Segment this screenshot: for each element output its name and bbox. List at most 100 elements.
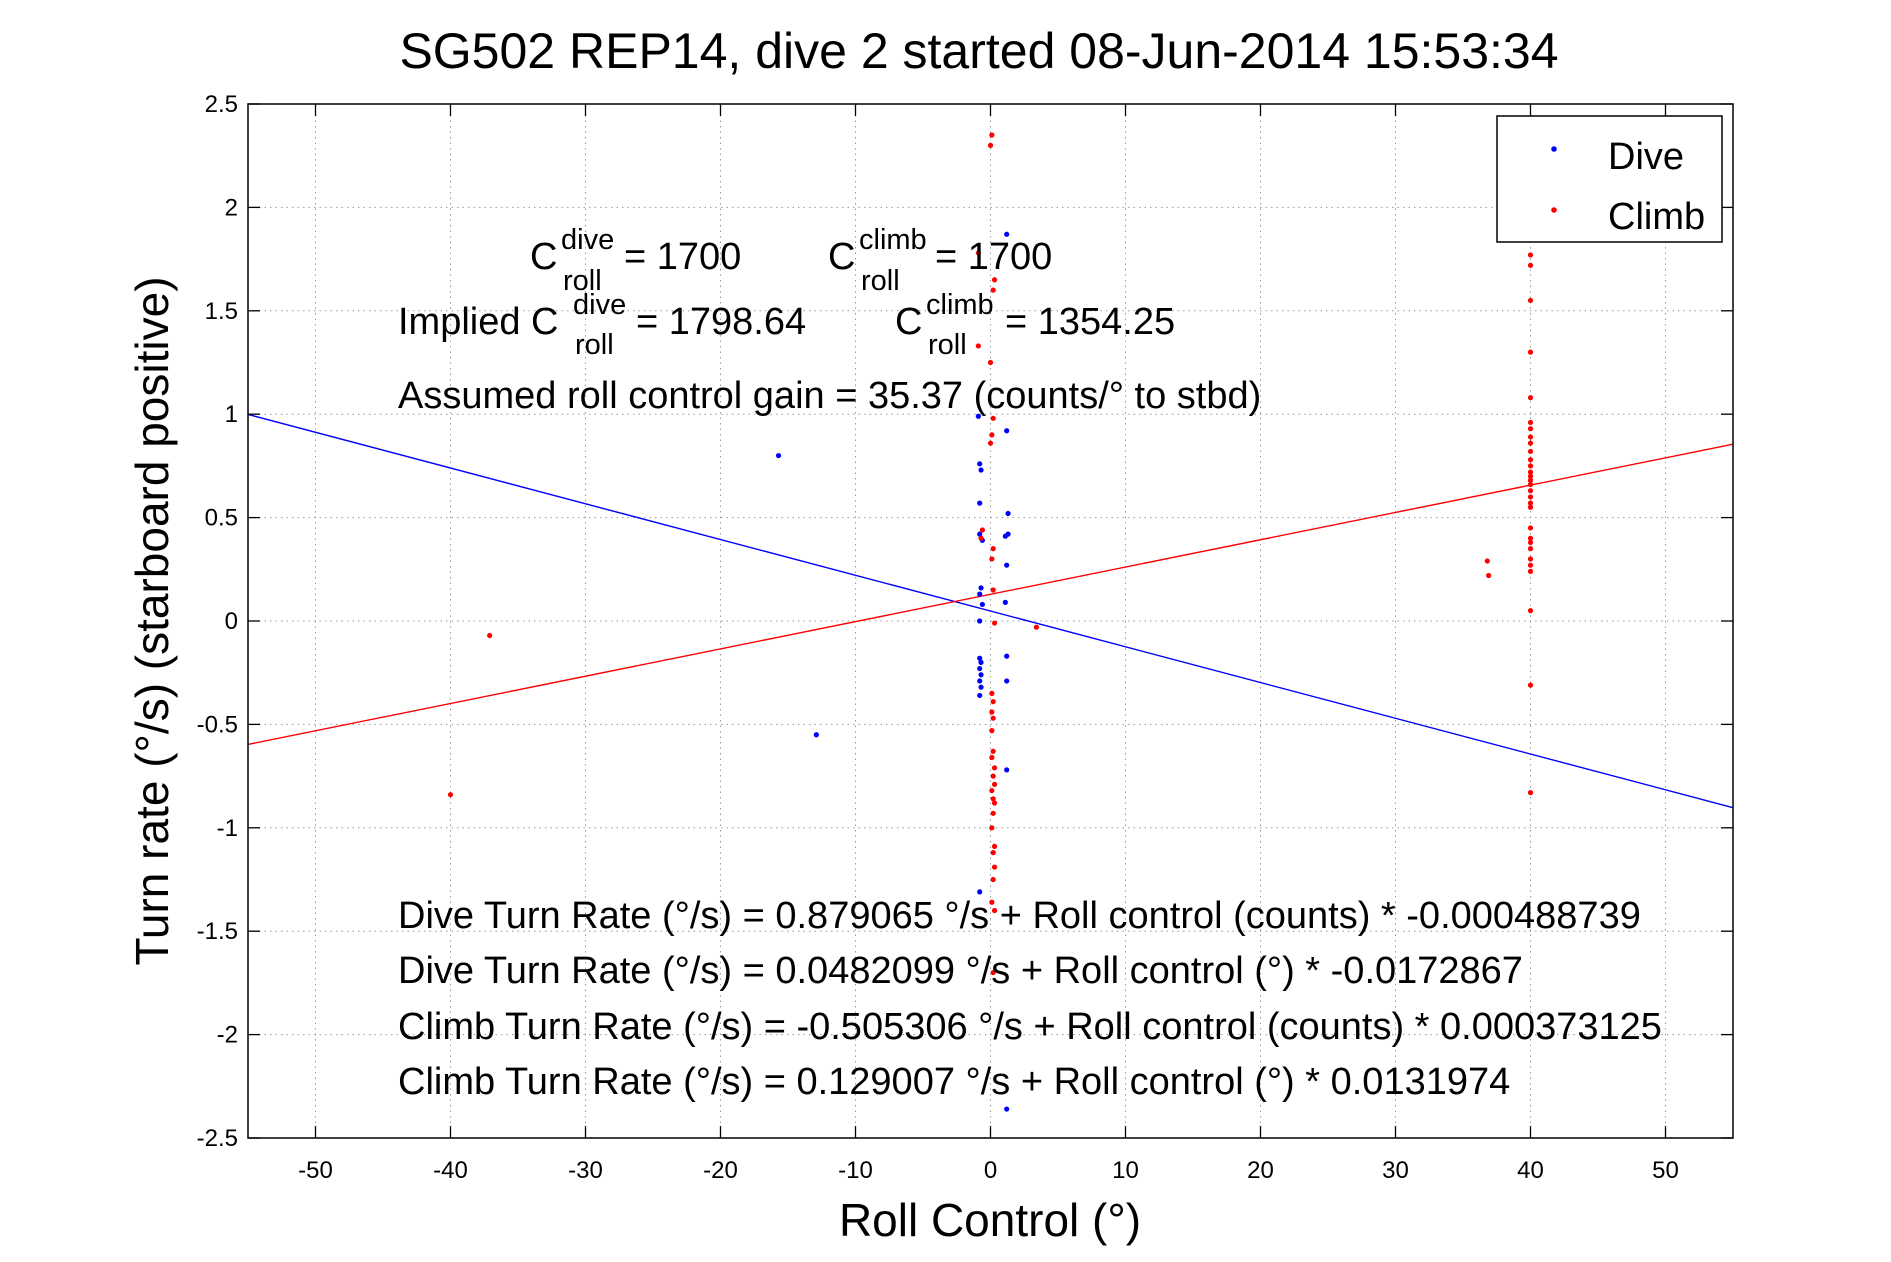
- dive-point: [977, 531, 983, 537]
- dive-point: [813, 732, 819, 738]
- climb-point: [1527, 790, 1534, 796]
- c-roll-climb-sup: climb: [859, 224, 927, 256]
- x-tick-label: 40: [1517, 1157, 1544, 1184]
- dive-point: [977, 889, 983, 895]
- climb-point: [1527, 477, 1534, 483]
- climb-point: [1527, 349, 1534, 355]
- climb-point: [989, 899, 995, 905]
- climb-point: [1527, 568, 1534, 574]
- c-roll-dive-sup: dive: [561, 224, 614, 256]
- y-tick-label: -2.5: [197, 1125, 238, 1152]
- x-tick-label: -10: [838, 1157, 873, 1184]
- climb-point: [990, 773, 996, 779]
- y-tick-label: 0.5: [205, 505, 238, 532]
- climb-point: [1527, 556, 1534, 562]
- dive-point: [979, 601, 986, 608]
- climb-point: [1527, 535, 1534, 541]
- climb-degrees-equation: Climb Turn Rate (°/s) = 0.129007 °/s + R…: [398, 1061, 1510, 1103]
- climb-counts-equation: Climb Turn Rate (°/s) = -0.505306 °/s + …: [398, 1006, 1662, 1048]
- climb-point: [979, 527, 986, 533]
- dive-point: [978, 684, 984, 690]
- climb-point: [990, 876, 996, 883]
- legend-climb-marker: [1551, 207, 1557, 213]
- climb-point: [990, 796, 996, 802]
- climb-point: [990, 715, 996, 721]
- climb-point: [1527, 457, 1534, 463]
- dive-point: [978, 585, 984, 591]
- climb-point: [990, 748, 996, 754]
- y-tick-label: -1: [217, 815, 238, 842]
- dive-point: [1005, 510, 1011, 517]
- climb-point: [1486, 572, 1492, 579]
- climb-point: [1527, 525, 1534, 531]
- climb-point: [1527, 297, 1534, 304]
- c-roll-dive-base: C: [530, 236, 557, 278]
- dive-point: [977, 692, 983, 699]
- climb-point: [1527, 426, 1534, 432]
- implied-c-roll-climb-value: = 1354.25: [1005, 301, 1175, 343]
- climb-point: [1527, 419, 1534, 426]
- climb-point: [989, 132, 995, 138]
- climb-point: [989, 556, 995, 562]
- axis-ticks: [248, 103, 1733, 1139]
- climb-point: [1527, 262, 1534, 268]
- dive-point: [978, 659, 984, 665]
- implied-c-roll-climb-sub: roll: [928, 329, 967, 361]
- climb-point: [1033, 624, 1039, 630]
- x-tick-label: 50: [1652, 1157, 1679, 1184]
- implied-c-roll-dive-prefix: Implied C: [398, 301, 559, 343]
- dive-point: [977, 591, 983, 597]
- climb-point: [1527, 494, 1534, 500]
- dive-point: [775, 452, 782, 459]
- c-roll-dive-sub: roll: [563, 265, 602, 297]
- climb-point: [1527, 448, 1534, 455]
- dive-point: [1002, 533, 1008, 539]
- climb-point: [990, 699, 996, 705]
- climb-point: [989, 728, 995, 734]
- climb-point: [989, 432, 995, 438]
- climb-point: [990, 415, 996, 421]
- c-roll-climb-value: = 1700: [935, 236, 1052, 278]
- x-tick-label: 30: [1382, 1157, 1409, 1184]
- climb-point: [991, 864, 998, 870]
- y-tick-label: 1: [225, 401, 238, 428]
- dive-point: [1002, 599, 1008, 605]
- y-tick-label: 0: [225, 608, 238, 635]
- gain-annotation: Assumed roll control gain = 35.37 (count…: [398, 375, 1261, 417]
- climb-point: [991, 800, 998, 806]
- climb-point: [990, 850, 996, 856]
- dive-point: [977, 655, 983, 661]
- dive-point: [978, 672, 984, 678]
- dive-point: [1004, 562, 1010, 568]
- climb-point: [987, 142, 994, 148]
- dive-point: [977, 500, 983, 506]
- dive-point: [977, 618, 983, 624]
- chart-title: SG502 REP14, dive 2 started 08-Jun-2014 …: [399, 23, 1558, 79]
- dive-point: [977, 665, 983, 672]
- climb-point: [991, 765, 998, 771]
- climb-point: [990, 969, 996, 976]
- y-tick-label: 2.5: [205, 91, 238, 118]
- climb-point: [989, 787, 995, 794]
- climb-point: [1527, 481, 1534, 488]
- dive-counts-equation: Dive Turn Rate (°/s) = 0.879065 °/s + Ro…: [398, 895, 1641, 937]
- dive-degrees-equation: Dive Turn Rate (°/s) = 0.0482099 °/s + R…: [398, 950, 1523, 992]
- climb-point: [978, 535, 984, 541]
- climb-point: [991, 277, 998, 283]
- fit-lines: [247, 413, 1734, 809]
- y-tick-label: 2: [225, 194, 238, 221]
- y-tick-label: -0.5: [197, 711, 238, 738]
- climb-point: [987, 440, 994, 446]
- climb-point: [1484, 558, 1490, 564]
- climb-point: [1527, 539, 1534, 546]
- climb-point: [990, 287, 996, 293]
- climb-point: [1527, 682, 1534, 688]
- climb-point: [1527, 469, 1534, 475]
- x-tick-label: -40: [433, 1157, 468, 1184]
- climb-point: [990, 546, 996, 552]
- legend-dive-marker: [1551, 146, 1557, 152]
- dive-point: [1004, 653, 1010, 659]
- climb-point: [1527, 546, 1534, 552]
- climb-point: [1527, 500, 1534, 506]
